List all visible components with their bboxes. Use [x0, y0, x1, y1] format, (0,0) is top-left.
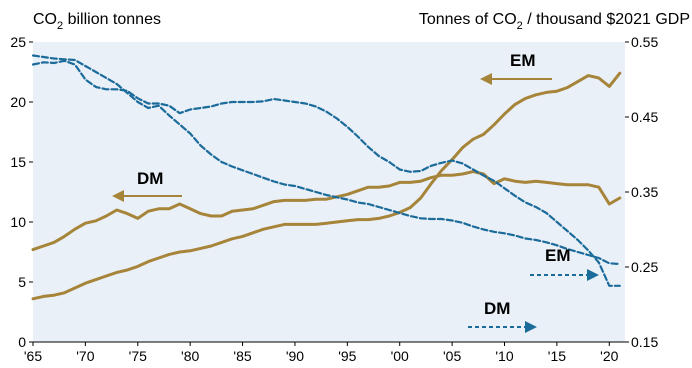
x-axis: '65 '70 '75 '80 '85 '90 '95 '00 '05 '10 '15 '20	[24, 341, 625, 364]
series-line-dm-intensity	[31, 54, 621, 266]
series-layer	[31, 54, 622, 301]
right-tick-label: 0.55	[631, 34, 658, 50]
series-line-dm-emissions	[31, 170, 622, 252]
arrowhead-em-intensity	[587, 269, 599, 281]
x-tick-label: '05	[443, 348, 461, 364]
x-tick-label: '15	[548, 348, 566, 364]
x-tick-label: '75	[129, 348, 147, 364]
x-tick-label: '90	[286, 348, 304, 364]
left-tick-label: 0	[18, 334, 26, 350]
x-tick-label: '95	[338, 348, 356, 364]
series-line-em-intensity	[31, 59, 621, 287]
label-dm-intensity: DM	[468, 299, 537, 333]
x-tick-label: '80	[181, 348, 199, 364]
right-tick-label: 0.25	[631, 259, 658, 275]
arrowhead-em-emissions	[480, 73, 492, 85]
right-axis: 0.15 0.25 0.35 0.45 0.55	[625, 34, 658, 350]
right-axis-title: Tonnes of CO2 / thousand $2021 GDP	[419, 11, 690, 32]
right-tick-label: 0.15	[631, 334, 658, 350]
right-tick-label: 0.35	[631, 184, 658, 200]
left-tick-label: 10	[10, 214, 26, 230]
arrowhead-dm-intensity	[525, 321, 537, 333]
x-tick-label: '00	[391, 348, 409, 364]
left-tick-label: 20	[10, 94, 26, 110]
label-em-emissions-text: EM	[510, 51, 536, 70]
x-tick-label: '85	[233, 348, 251, 364]
left-axis-title: CO2 billion tonnes	[33, 11, 161, 32]
x-tick-label: '10	[495, 348, 513, 364]
x-tick-label: '65	[24, 348, 42, 364]
left-tick-label: 25	[10, 34, 26, 50]
label-em-intensity: EM	[530, 246, 599, 281]
label-em-intensity-text: EM	[545, 246, 571, 265]
x-tick-label: '20	[600, 348, 618, 364]
x-tick-label: '70	[76, 348, 94, 364]
label-dm-intensity-text: DM	[484, 299, 510, 318]
plot-area-background	[33, 42, 625, 342]
left-axis: 0 5 10 15 20 25	[10, 34, 33, 350]
label-em-emissions: EM	[480, 51, 552, 85]
right-tick-label: 0.45	[631, 109, 658, 125]
left-tick-label: 15	[10, 154, 26, 170]
series-line-em-emissions	[31, 71, 622, 301]
left-tick-label: 5	[18, 274, 26, 290]
label-dm-emissions: DM	[112, 169, 182, 202]
label-dm-emissions-text: DM	[137, 169, 163, 188]
arrowhead-dm-emissions	[112, 190, 124, 202]
